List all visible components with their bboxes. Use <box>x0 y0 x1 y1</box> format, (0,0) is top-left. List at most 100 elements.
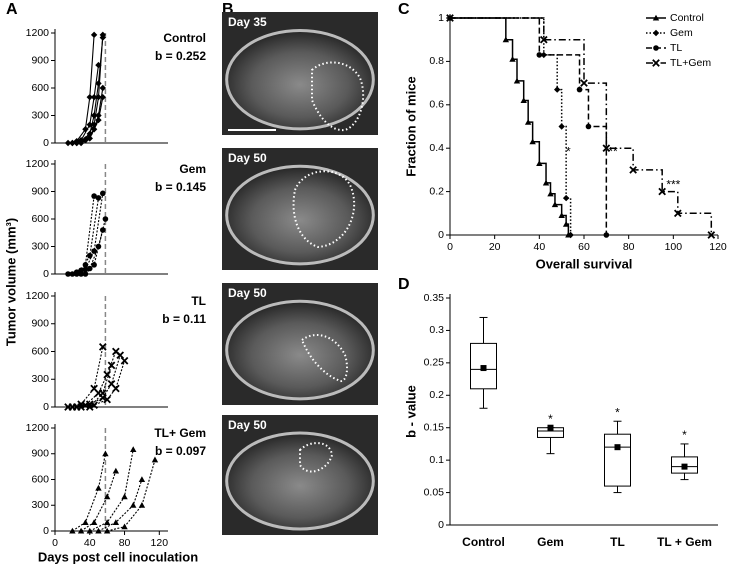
image-label: Day 50 <box>228 286 267 300</box>
panel-letter: B <box>222 1 234 18</box>
growth-curve <box>76 193 104 275</box>
tumor-outline <box>311 61 365 132</box>
marker <box>130 446 137 453</box>
marker <box>90 401 98 409</box>
marker <box>99 31 107 39</box>
y-tick-label: 0.6 <box>429 99 444 111</box>
y-tick-label: 0 <box>438 229 444 241</box>
growth-curve <box>76 355 121 408</box>
marker <box>86 527 93 534</box>
marker <box>585 123 592 130</box>
mean-marker <box>681 463 688 470</box>
growth-curve <box>67 196 95 275</box>
survival-curve <box>450 17 608 235</box>
marker <box>547 190 554 197</box>
x-tick-label: 80 <box>119 537 131 549</box>
marker <box>69 139 76 147</box>
panel-letter: C <box>398 1 410 18</box>
growth-curve <box>81 360 126 408</box>
marker <box>90 93 98 101</box>
marker <box>95 93 102 101</box>
marker <box>551 201 559 208</box>
x-tick-label: Control <box>462 535 505 549</box>
marker <box>69 527 76 534</box>
marker <box>103 493 111 500</box>
x-tick-label: 0 <box>447 241 453 253</box>
y-tick-label: 0.05 <box>424 486 445 498</box>
marker <box>502 36 510 43</box>
marker <box>78 271 84 277</box>
annotation: b = 0.252 <box>155 49 206 63</box>
marker <box>539 35 548 44</box>
y-tick-label: 900 <box>31 448 49 460</box>
marker <box>529 138 536 145</box>
growth-curve <box>80 470 117 532</box>
marker <box>69 271 76 277</box>
x-tick-label: 40 <box>533 241 545 253</box>
marker <box>65 271 71 277</box>
marker <box>77 139 85 147</box>
marker <box>576 86 583 93</box>
legend-label: Control <box>670 12 704 24</box>
marker <box>138 476 146 483</box>
marker <box>524 118 532 125</box>
x-tick-label: 20 <box>489 241 501 253</box>
y-tick-label: 0 <box>43 268 49 280</box>
y-tick-label: 0.3 <box>429 324 444 336</box>
marker <box>82 271 89 277</box>
marker <box>112 384 120 393</box>
marker <box>103 519 111 525</box>
marker <box>98 343 107 351</box>
annotation: b = 0.11 <box>162 312 206 326</box>
marker <box>95 243 102 250</box>
marker <box>446 14 454 22</box>
marker <box>138 502 146 508</box>
x-tick-label: TL <box>610 535 625 549</box>
y-tick-label: 1200 <box>26 27 50 39</box>
tumor-outline <box>299 442 334 473</box>
significance-label: *** <box>666 177 680 191</box>
marker <box>558 212 565 219</box>
marker <box>658 187 667 196</box>
x-tick-label: TL + Gem <box>657 535 712 549</box>
significance-label: * <box>615 405 620 419</box>
mri-body <box>225 28 375 131</box>
x-tick-label: Gem <box>537 535 564 549</box>
significance-label: ** <box>608 145 618 159</box>
marker <box>121 523 128 530</box>
growth-curve <box>98 479 143 532</box>
tumor-outline <box>300 334 348 383</box>
marker <box>102 450 109 457</box>
legend-label: Gem <box>670 27 693 39</box>
y-tick-label: 300 <box>31 499 49 511</box>
marker <box>86 93 93 101</box>
y-tick-label: 300 <box>31 109 49 121</box>
marker <box>82 266 89 273</box>
marker <box>73 271 80 277</box>
y-tick-label: 600 <box>31 82 49 94</box>
y-tick-label: 1200 <box>26 158 50 170</box>
image-label: Day 50 <box>228 151 267 165</box>
mri-body <box>225 299 375 401</box>
y-tick-label: 0 <box>43 401 49 413</box>
y-tick-label: 300 <box>31 373 49 385</box>
mean-marker <box>480 365 487 372</box>
marker <box>77 527 85 534</box>
marker <box>554 86 561 93</box>
y-tick-label: 0 <box>438 519 444 531</box>
marker <box>520 97 527 104</box>
tumor-outline <box>292 170 356 249</box>
chart-title: Control <box>163 31 206 45</box>
marker <box>562 194 570 202</box>
y-tick-label: 900 <box>31 318 49 330</box>
y-tick-label: 0.2 <box>429 185 444 197</box>
growth-curve <box>72 37 104 144</box>
y-tick-label: 0.35 <box>424 292 445 304</box>
marker <box>82 126 89 133</box>
marker <box>567 231 574 239</box>
y-tick-label: 1200 <box>26 290 50 302</box>
marker <box>542 179 550 186</box>
marker <box>652 59 660 67</box>
x-tick-label: 0 <box>52 537 58 549</box>
image-label: Day 35 <box>228 15 267 29</box>
